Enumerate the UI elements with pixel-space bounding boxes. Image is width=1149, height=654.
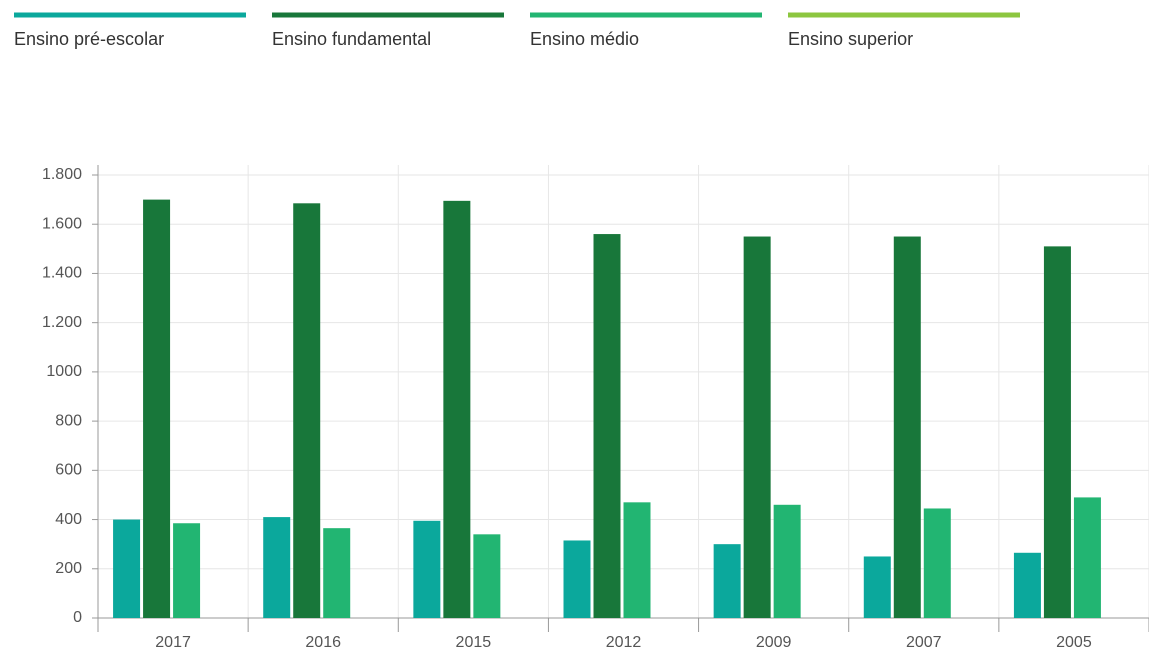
bar (863, 556, 891, 618)
y-tick-label: 1.200 (42, 314, 82, 331)
x-tick-label: 2012 (606, 634, 642, 651)
y-tick-label: 800 (55, 412, 82, 429)
y-tick-label: 1.400 (42, 265, 82, 282)
bar (773, 504, 801, 618)
bar (173, 523, 201, 618)
bar (323, 528, 351, 618)
bar (923, 508, 951, 618)
bar (623, 502, 651, 618)
x-tick-label: 2005 (1056, 634, 1092, 651)
bar (263, 517, 291, 618)
bar (443, 200, 471, 618)
bar (593, 234, 621, 619)
bar (113, 519, 141, 618)
bar (1043, 246, 1071, 618)
bar (413, 520, 441, 618)
bar (743, 236, 771, 618)
bar (293, 203, 321, 618)
x-tick-label: 2016 (305, 634, 341, 651)
y-tick-label: 600 (55, 462, 82, 479)
bar (1073, 497, 1101, 618)
x-tick-label: 2015 (456, 634, 492, 651)
legend-label: Ensino fundamental (272, 29, 431, 49)
x-tick-label: 2009 (756, 634, 792, 651)
y-tick-label: 1.800 (42, 166, 82, 183)
bar (563, 540, 591, 618)
legend-label: Ensino médio (530, 29, 639, 49)
y-tick-label: 1.600 (42, 215, 82, 232)
x-tick-label: 2007 (906, 634, 942, 651)
bar (473, 534, 501, 618)
y-tick-label: 1000 (46, 363, 82, 380)
x-tick-label: 2017 (155, 634, 191, 651)
legend-label: Ensino superior (788, 29, 913, 49)
y-tick-label: 400 (55, 511, 82, 528)
y-tick-label: 0 (73, 609, 82, 626)
bar (713, 544, 741, 618)
bar (893, 236, 921, 618)
bar (1013, 552, 1041, 618)
bar (143, 199, 171, 618)
legend-label: Ensino pré-escolar (14, 29, 164, 49)
y-tick-label: 200 (55, 560, 82, 577)
